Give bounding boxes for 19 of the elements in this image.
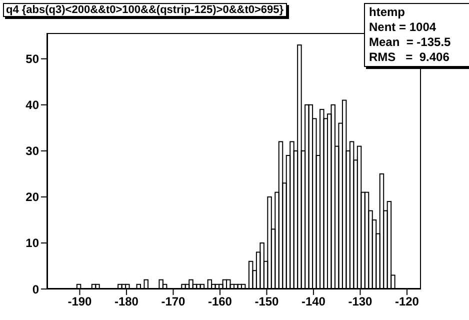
text: htemp: [369, 5, 406, 20]
x-tick-label: -140: [301, 294, 326, 309]
annotation: RMS = 9.406: [369, 50, 450, 65]
y-tick-label: 40: [26, 98, 40, 112]
x-tick-label: -160: [208, 294, 232, 309]
annotation: Mean = -135.5: [369, 35, 452, 50]
y-tick-label: 30: [26, 144, 40, 158]
x-tick-label: -150: [254, 294, 280, 309]
y-tick-label: 10: [26, 236, 40, 250]
y-tick-label: 0: [32, 282, 40, 296]
y-tick-label: 50: [26, 52, 40, 66]
x-tick-label: -120: [394, 294, 420, 309]
x-tick-label: -170: [161, 294, 186, 309]
x-tick-label: -190: [68, 294, 92, 309]
annotation: Nent = 1004: [369, 20, 438, 35]
y-tick-label: 20: [26, 190, 40, 204]
chart-title: q4 {abs(q3)<200&&t0>100&&(qstrip-125)>0&&t0>695}: [3, 3, 287, 17]
x-tick-label: -180: [114, 294, 139, 309]
x-tick-label: -130: [348, 294, 373, 309]
